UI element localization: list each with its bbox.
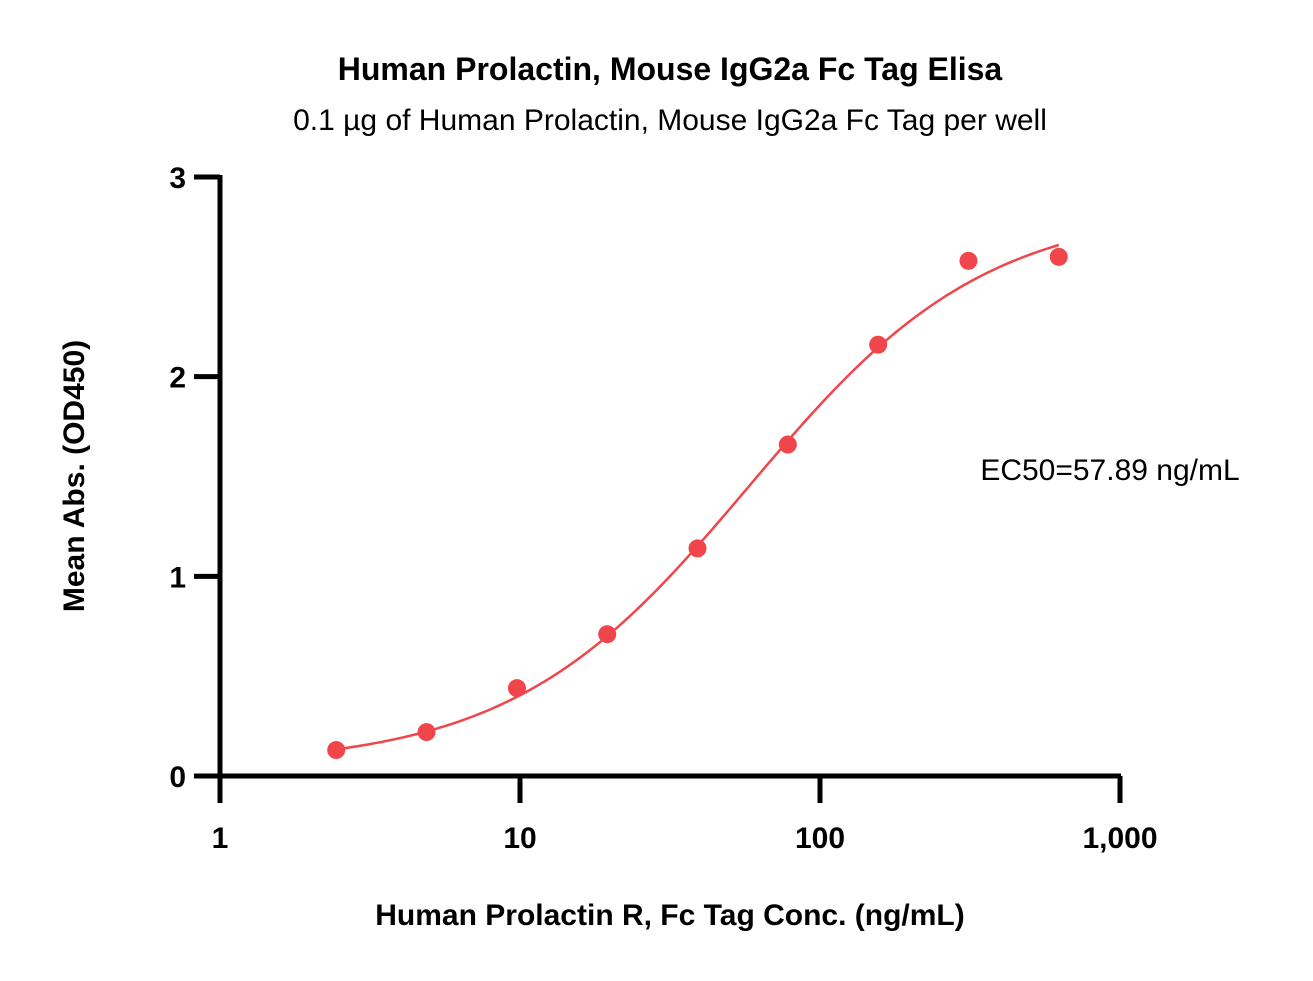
- chart-subtitle: 0.1 µg of Human Prolactin, Mouse IgG2a F…: [293, 104, 1047, 137]
- y-tick-label: 1: [169, 561, 186, 594]
- y-tick-label: 2: [169, 362, 186, 395]
- fit-curve: [336, 243, 1060, 751]
- x-tick-label: 1: [212, 822, 229, 855]
- y-tick-label: 3: [169, 162, 186, 195]
- y-ticks: 0 1 2 3: [169, 162, 220, 794]
- data-points: [327, 247, 1068, 760]
- x-axis-label: Human Prolactin R, Fc Tag Conc. (ng/mL): [375, 899, 964, 932]
- x-tick-label: 100: [795, 822, 845, 855]
- data-point: [327, 741, 346, 760]
- data-point: [598, 625, 617, 644]
- data-point: [507, 679, 526, 698]
- chart-title: Human Prolactin, Mouse IgG2a Fc Tag Elis…: [338, 51, 1003, 87]
- data-point: [869, 335, 888, 354]
- data-point: [688, 539, 707, 558]
- data-point: [1049, 247, 1068, 266]
- x-tick-label: 1,000: [1082, 822, 1157, 855]
- ec50-annotation: EC50=57.89 ng/mL: [980, 454, 1239, 487]
- data-point: [778, 435, 797, 454]
- data-point: [959, 251, 978, 270]
- x-tick-label: 10: [503, 822, 536, 855]
- data-point: [417, 723, 436, 742]
- y-tick-label: 0: [169, 761, 186, 794]
- x-ticks: 1 10 100 1,000: [212, 776, 1158, 855]
- y-axis-label: Mean Abs. (OD450): [58, 340, 91, 612]
